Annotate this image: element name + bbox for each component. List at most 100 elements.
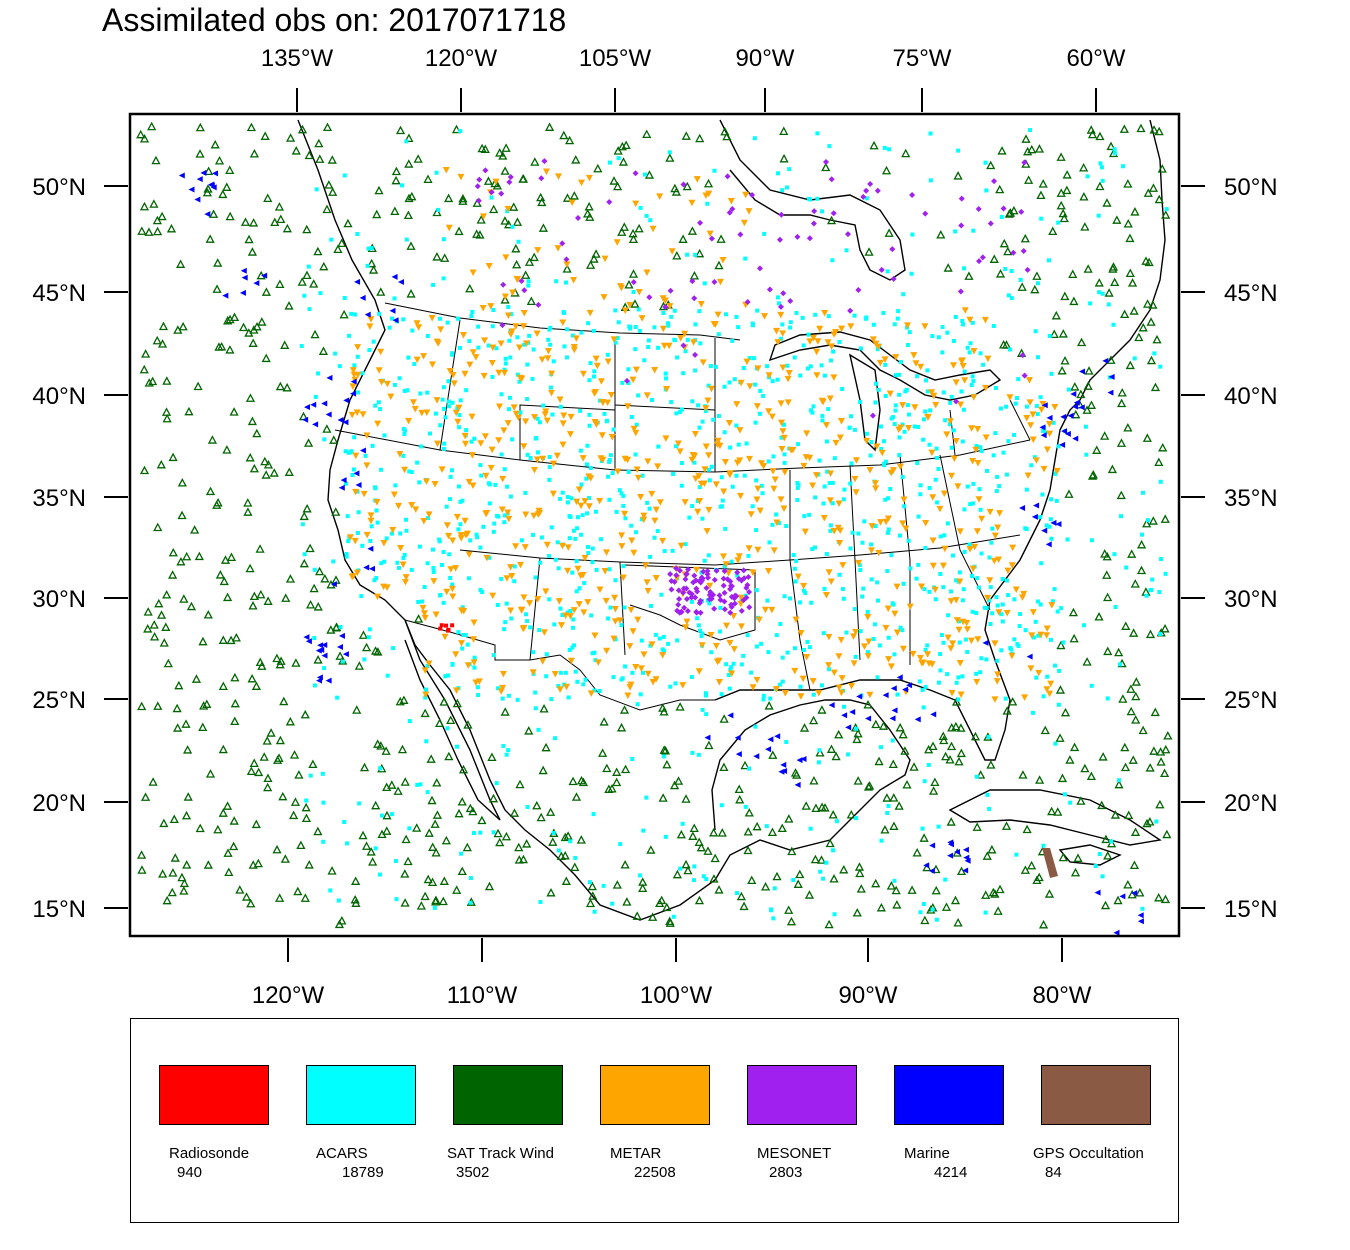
- acars-marker: [985, 792, 990, 797]
- metar-marker: [479, 213, 487, 220]
- metar-marker: [726, 639, 734, 647]
- sat-track-wind-marker: [620, 860, 630, 869]
- metar-marker: [521, 544, 529, 551]
- sat-track-wind-marker: [198, 636, 208, 646]
- acars-marker: [817, 458, 822, 463]
- metar-marker: [401, 466, 409, 474]
- metar-marker: [557, 622, 565, 629]
- metar-marker: [693, 566, 701, 574]
- sat-track-wind-marker: [1163, 731, 1173, 740]
- metar-marker: [973, 528, 981, 535]
- sat-track-wind-marker: [438, 896, 448, 906]
- acars-marker: [636, 307, 641, 312]
- metar-marker: [864, 653, 872, 660]
- sat-track-wind-marker: [203, 184, 213, 193]
- map-frame: [128, 112, 1181, 938]
- sat-track-wind-marker: [354, 661, 364, 670]
- acars-marker: [314, 187, 319, 192]
- acars-marker: [997, 484, 1002, 489]
- acars-marker: [1140, 532, 1145, 537]
- sat-track-wind-marker: [676, 829, 686, 839]
- metar-marker: [457, 173, 465, 181]
- metar-marker: [534, 247, 542, 254]
- sat-track-wind-marker: [299, 558, 309, 568]
- metar-marker: [499, 475, 507, 483]
- acars-marker: [991, 453, 996, 458]
- acars-marker: [1109, 839, 1114, 844]
- sat-track-wind-marker: [139, 364, 149, 374]
- acars-marker: [340, 659, 345, 664]
- sat-track-wind-marker: [458, 193, 468, 203]
- sat-track-wind-marker: [424, 828, 434, 837]
- mesonet-marker: [541, 158, 548, 165]
- metar-marker: [522, 418, 530, 425]
- metar-marker: [1021, 694, 1029, 701]
- metar-marker: [887, 663, 895, 670]
- acars-marker: [368, 538, 373, 543]
- acars-marker: [824, 439, 829, 444]
- acars-marker: [377, 872, 382, 877]
- marine-marker: [316, 674, 323, 681]
- acars-marker: [960, 318, 965, 323]
- sat-track-wind-marker: [309, 279, 319, 288]
- sat-track-wind-marker: [489, 204, 499, 214]
- metar-marker: [777, 311, 785, 319]
- marine-marker: [891, 707, 898, 714]
- acars-marker: [307, 307, 312, 312]
- acars-marker: [437, 537, 442, 542]
- acars-marker: [509, 312, 514, 317]
- acars-marker: [635, 702, 640, 707]
- sat-track-wind-marker: [144, 227, 154, 236]
- acars-marker: [328, 888, 333, 893]
- metar-marker: [608, 434, 616, 441]
- metar-marker: [830, 669, 838, 677]
- sat-track-wind-marker: [179, 878, 189, 888]
- acars-marker: [515, 335, 520, 340]
- metar-marker: [544, 347, 552, 355]
- marine-marker: [330, 581, 337, 588]
- acars-marker: [418, 782, 423, 787]
- mesonet-marker: [697, 609, 704, 616]
- acars-marker: [808, 197, 813, 202]
- acars-marker: [402, 388, 407, 393]
- metar-marker: [1043, 446, 1051, 454]
- metar-marker: [816, 325, 824, 333]
- acars-marker: [396, 565, 401, 570]
- observation-markers: [136, 121, 1173, 936]
- metar-marker: [425, 660, 433, 668]
- sat-track-wind-marker: [423, 174, 433, 184]
- acars-marker: [784, 740, 789, 745]
- metar-marker: [726, 471, 734, 479]
- acars-marker: [666, 323, 671, 328]
- acars-marker: [375, 520, 380, 525]
- sat-track-wind-marker: [374, 185, 384, 195]
- acars-marker: [962, 266, 967, 271]
- mesonet-marker: [728, 583, 735, 590]
- mesonet-marker: [744, 299, 751, 306]
- acars-marker: [475, 685, 480, 690]
- metar-marker: [599, 399, 607, 406]
- mesonet-marker: [721, 606, 728, 613]
- metar-marker: [705, 190, 713, 198]
- acars-marker: [853, 816, 858, 821]
- metar-marker: [408, 501, 416, 509]
- sat-track-wind-marker: [390, 206, 400, 216]
- acars-marker: [476, 345, 481, 350]
- acars-marker: [1003, 696, 1008, 701]
- sat-track-wind-marker: [163, 658, 173, 668]
- acars-marker: [313, 394, 318, 399]
- acars-marker: [785, 650, 790, 655]
- acars-marker: [879, 446, 884, 451]
- acars-marker: [826, 407, 831, 412]
- acars-marker: [318, 291, 323, 296]
- sat-track-wind-marker: [559, 130, 569, 140]
- metar-marker: [633, 466, 641, 474]
- sat-track-wind-marker: [314, 566, 325, 576]
- metar-marker: [720, 488, 728, 496]
- mesonet-marker: [823, 158, 830, 165]
- metar-marker: [706, 230, 714, 238]
- acars-marker: [499, 392, 504, 397]
- acars-marker: [685, 252, 690, 257]
- acars-marker: [775, 171, 780, 176]
- marine-marker: [312, 421, 319, 428]
